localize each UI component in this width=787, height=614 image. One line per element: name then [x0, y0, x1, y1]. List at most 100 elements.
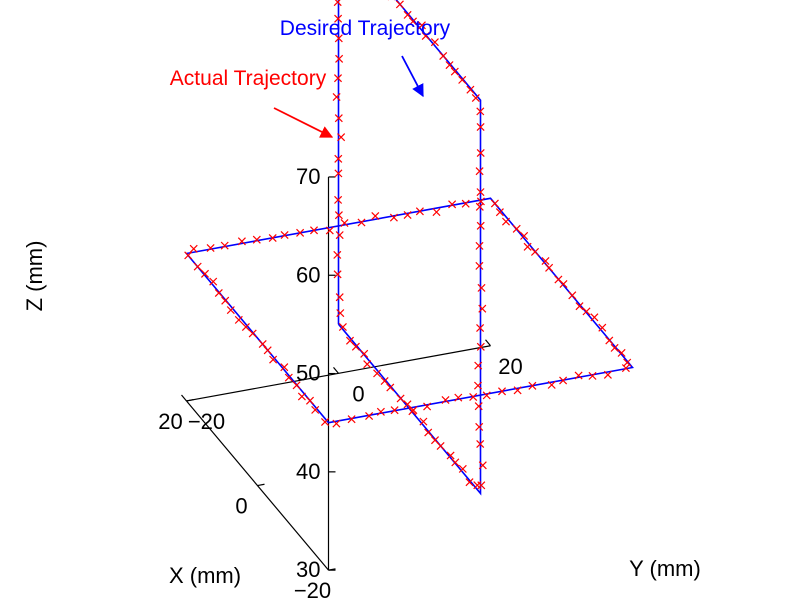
actual-trajectory-marker: [305, 396, 315, 405]
actual-trajectory-marker: [476, 148, 485, 158]
actual-trajectory-marker: [365, 411, 374, 421]
actual-trajectory-marker: [617, 348, 626, 357]
actual-trajectory-marker: [523, 242, 532, 251]
desired-trajectory-arrow: [401, 55, 424, 98]
actual-trajectory-arrow: [273, 107, 334, 138]
actual-trajectory-marker: [439, 51, 448, 61]
actual-trajectory-marker: [241, 322, 250, 332]
actual-trajectory-marker: [309, 226, 319, 235]
y-tick-label: 0: [352, 381, 364, 406]
actual-trajectory-marker: [209, 277, 218, 286]
actual-trajectory-marker: [478, 304, 487, 313]
actual-trajectory-marker: [332, 419, 341, 428]
actual-trajectory-marker: [598, 323, 607, 332]
z-tick-label: 70: [296, 164, 320, 189]
actual-trajectory-marker: [559, 376, 568, 385]
actual-trajectory-marker: [590, 313, 599, 322]
actual-trajectory-marker: [200, 269, 210, 278]
x-tick-mark: [257, 483, 265, 487]
actual-trajectory-marker: [588, 371, 597, 380]
actual-trajectory-marker: [193, 262, 202, 271]
desired-trajectory-annotation: Desired Trajectory: [280, 17, 451, 40]
x-axis-label: X (mm): [169, 563, 241, 588]
z-tick-label: 30: [296, 557, 320, 582]
actual-trajectory-marker: [403, 400, 412, 409]
z-axis-label: Z (mm): [22, 241, 47, 312]
actual-trajectory-marker: [297, 392, 306, 401]
actual-trajectory-marker: [441, 395, 450, 405]
actual-trajectory-marker: [248, 329, 257, 338]
z-tick-label: 60: [296, 262, 320, 287]
x-axis-line: [186, 400, 329, 571]
actual-trajectory-marker: [478, 461, 487, 470]
actual-trajectory-marker: [476, 122, 485, 132]
actual-trajectory-marker: [582, 307, 591, 316]
actual-trajectory-marker: [252, 235, 261, 244]
x-tick-label: 0: [235, 494, 247, 519]
actual-trajectory-marker: [363, 360, 372, 369]
actual-trajectory-marker: [466, 85, 475, 94]
actual-trajectory-marker: [338, 322, 347, 332]
actual-trajectory-marker: [284, 373, 293, 382]
z-tick-label: 50: [296, 361, 320, 386]
y-tick-mark: [333, 366, 339, 374]
x-tick-label: −20: [294, 578, 331, 603]
actual-trajectory-marker: [603, 370, 612, 379]
actual-trajectory-marker: [334, 211, 343, 220]
actual-trajectory-marker: [334, 169, 343, 178]
actual-trajectory-marker: [476, 342, 485, 351]
actual-trajectory-marker: [482, 391, 491, 400]
actual-trajectory-marker: [547, 380, 556, 389]
actual-trajectory-marker: [476, 188, 485, 197]
y-tick-mark: [181, 394, 187, 402]
actual-trajectory-marker: [421, 31, 430, 41]
actual-trajectory-marker: [335, 231, 344, 240]
actual-trajectory-marker: [333, 0, 342, 7]
actual-trajectory-marker: [237, 237, 246, 246]
actual-trajectory-marker: [473, 381, 483, 390]
actual-trajectory-marker: [226, 306, 235, 315]
actual-trajectory-marker: [334, 114, 343, 123]
actual-trajectory-marker: [386, 383, 395, 392]
actual-trajectory-marker: [220, 241, 229, 250]
actual-trajectory-marker: [473, 481, 482, 490]
actual-trajectory-marker: [490, 199, 499, 208]
actual-trajectory-marker: [334, 34, 343, 43]
actual-trajectory-marker: [458, 75, 467, 84]
actual-trajectory-marker: [206, 243, 215, 253]
desired-trajectory-series: [185, 0, 634, 496]
actual-trajectory-marker: [403, 210, 412, 220]
actual-trajectory-marker: [554, 275, 563, 284]
desired-trajectory-line-1: [185, 197, 634, 424]
actual-trajectory-marker: [423, 402, 432, 411]
actual-trajectory-marker: [476, 323, 485, 333]
actual-trajectory-annotation: Actual Trajectory: [170, 67, 327, 90]
actual-trajectory-marker: [311, 405, 320, 414]
actual-trajectory-marker: [280, 363, 289, 372]
actual-trajectory-marker: [454, 393, 463, 402]
actual-trajectory-marker: [476, 107, 485, 116]
actual-trajectory-marker: [345, 336, 355, 345]
actual-trajectory-marker: [530, 247, 540, 256]
actual-trajectory-marker: [263, 346, 272, 355]
actual-trajectory-marker: [451, 458, 460, 467]
actual-trajectory-marker: [347, 415, 356, 424]
actual-trajectory-marker: [474, 402, 483, 411]
actual-trajectory-marker: [403, 10, 412, 19]
actual-trajectory-marker: [360, 349, 369, 358]
actual-trajectory-marker: [417, 21, 426, 30]
actual-trajectory-marker: [189, 244, 198, 253]
actual-trajectory-marker: [430, 436, 440, 445]
actual-trajectory-marker: [269, 355, 278, 364]
x-tick-label: 20: [158, 409, 182, 434]
actual-trajectory-marker: [424, 428, 433, 437]
actual-trajectory-marker: [357, 218, 366, 227]
actual-trajectory-marker: [334, 154, 343, 163]
actual-trajectory-marker: [214, 288, 223, 298]
actual-trajectory-marker: [474, 361, 483, 370]
actual-trajectory-marker: [373, 369, 382, 378]
actual-trajectory-marker: [419, 417, 428, 426]
actual-trajectory-marker: [475, 261, 484, 270]
